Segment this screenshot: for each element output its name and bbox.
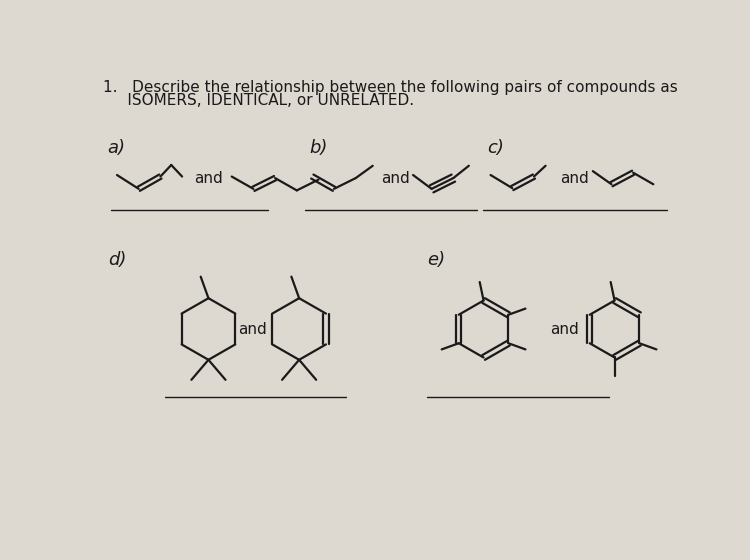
Text: ISOMERS, IDENTICAL, or UNRELATED.: ISOMERS, IDENTICAL, or UNRELATED. xyxy=(103,92,414,108)
Text: 1.   Describe the relationship between the following pairs of compounds as: 1. Describe the relationship between the… xyxy=(103,80,678,95)
Text: and: and xyxy=(382,171,410,186)
Text: and: and xyxy=(194,171,223,186)
Text: b): b) xyxy=(309,139,328,157)
Text: a): a) xyxy=(108,139,126,157)
Text: c): c) xyxy=(488,139,504,157)
Text: and: and xyxy=(560,171,589,186)
Text: d): d) xyxy=(108,251,126,269)
Text: and: and xyxy=(238,321,267,337)
Text: and: and xyxy=(550,321,579,337)
Text: e): e) xyxy=(427,251,445,269)
